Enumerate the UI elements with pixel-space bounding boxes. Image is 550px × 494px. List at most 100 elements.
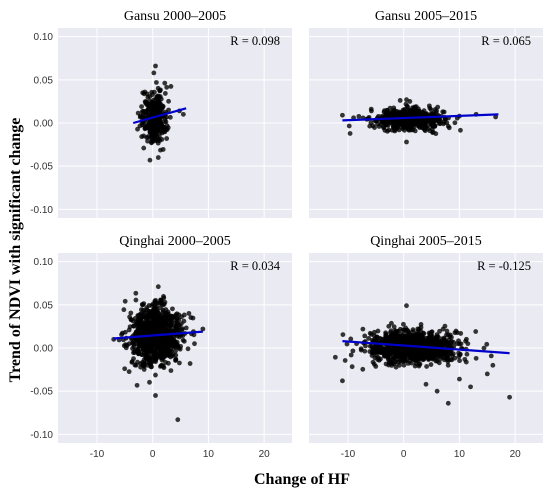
data-point [162, 80, 168, 86]
data-point [146, 303, 152, 308]
data-point [151, 97, 157, 103]
panel-title: Gansu 2000–2005 [124, 9, 226, 24]
y-tick-label: -0.05 [30, 387, 53, 398]
data-point [173, 348, 178, 354]
data-point [133, 362, 139, 368]
data-point [122, 298, 128, 304]
data-point [481, 345, 487, 351]
data-point [138, 339, 144, 344]
data-point [144, 125, 149, 131]
data-point [152, 355, 158, 361]
data-point [136, 325, 142, 330]
data-point [375, 328, 381, 334]
correlation-label: R = 0.065 [481, 34, 531, 48]
data-point [401, 362, 407, 368]
data-point [164, 136, 170, 141]
data-point [145, 102, 151, 108]
data-point [122, 366, 128, 372]
data-point [126, 369, 132, 375]
data-point [411, 120, 417, 126]
data-point [144, 122, 150, 127]
x-tick-label: -10 [90, 449, 105, 460]
x-tick-label: 10 [454, 449, 466, 460]
data-point [135, 110, 141, 116]
data-point [405, 336, 410, 342]
data-point [137, 123, 143, 129]
data-point [430, 129, 436, 135]
panel-title: Gansu 2005–2015 [375, 9, 477, 24]
data-point [162, 119, 168, 125]
data-point [185, 346, 191, 352]
data-point [437, 328, 442, 334]
data-point [464, 336, 469, 342]
data-point [180, 337, 186, 343]
data-point [150, 349, 155, 354]
data-point [404, 97, 409, 103]
data-point [140, 90, 146, 96]
data-point [136, 350, 142, 356]
x-tick-label: -10 [341, 449, 356, 460]
x-tick-label: 20 [259, 449, 271, 460]
data-point [168, 322, 173, 328]
data-point [391, 324, 397, 330]
data-point [148, 124, 154, 130]
data-point [394, 108, 400, 114]
data-point [151, 70, 157, 76]
data-point [160, 104, 166, 110]
data-point [405, 361, 411, 366]
data-point [340, 112, 345, 118]
data-point [151, 309, 157, 315]
data-point [144, 352, 149, 357]
y-tick-label: -0.10 [30, 205, 53, 216]
data-point [155, 137, 160, 143]
panel-title: Qinghai 2005–2015 [370, 234, 482, 249]
data-point [131, 350, 136, 356]
data-point [155, 284, 161, 290]
data-point [422, 127, 427, 132]
data-point [127, 314, 133, 320]
data-point [155, 107, 161, 113]
data-point [445, 400, 451, 406]
data-point [153, 63, 158, 69]
data-point [398, 339, 404, 345]
y-tick-label: 0.05 [34, 300, 54, 311]
data-point [134, 382, 140, 388]
data-point [358, 346, 364, 352]
data-point [139, 134, 145, 140]
y-tick-label: 0.05 [34, 75, 54, 86]
data-point [172, 343, 178, 349]
data-point [407, 353, 413, 359]
data-point [175, 417, 181, 423]
data-point [484, 371, 490, 377]
data-point [142, 328, 147, 334]
data-point [144, 307, 149, 313]
data-point [180, 111, 186, 117]
data-point [164, 84, 170, 90]
data-point [173, 352, 179, 358]
data-point [144, 348, 150, 353]
data-point [360, 326, 366, 332]
data-point [183, 325, 189, 331]
data-point [121, 307, 127, 313]
data-point [186, 311, 192, 316]
data-point [468, 384, 473, 390]
data-point [457, 358, 462, 364]
data-point [412, 356, 418, 362]
data-point [181, 312, 187, 318]
data-point [187, 361, 193, 366]
data-point [140, 320, 146, 326]
data-point [138, 361, 144, 367]
data-point [155, 94, 161, 100]
data-point [151, 317, 157, 323]
data-point [161, 301, 167, 307]
data-point [415, 326, 421, 332]
data-point [457, 376, 462, 382]
data-point [419, 348, 425, 354]
data-point [429, 329, 434, 335]
data-point [424, 364, 430, 369]
data-point [369, 337, 375, 343]
data-point [147, 340, 153, 346]
data-point [163, 310, 169, 316]
data-point [139, 109, 145, 114]
y-tick-label: 0.10 [34, 32, 54, 43]
